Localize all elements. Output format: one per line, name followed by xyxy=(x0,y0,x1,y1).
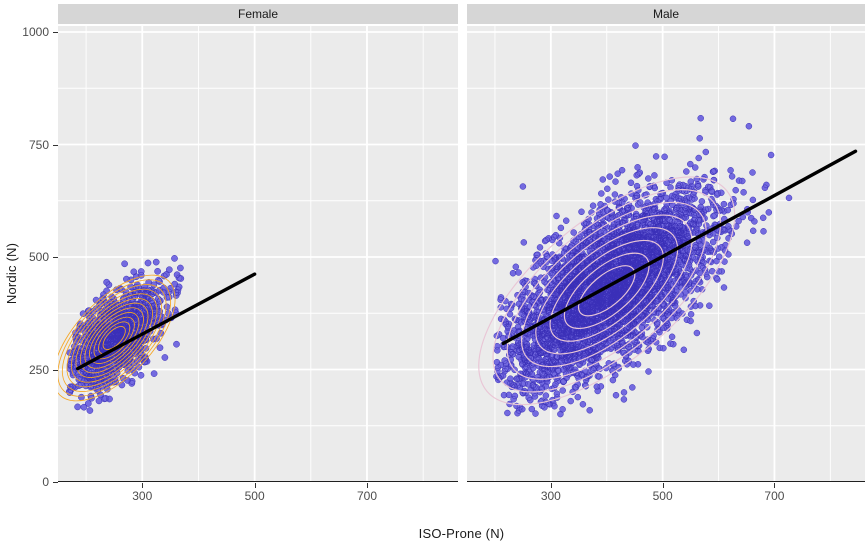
density-contour-ring xyxy=(578,265,636,317)
y-axis-title: Nordic (N) xyxy=(3,242,19,305)
y-tick-mark xyxy=(53,482,58,483)
density-contour-ring xyxy=(492,189,721,393)
density-contour-ring xyxy=(102,326,126,350)
density-contour-ring xyxy=(84,307,144,369)
density-contour-ring xyxy=(58,274,176,402)
x-tick-mark xyxy=(254,483,256,488)
density-contour-ring xyxy=(58,279,172,397)
y-tick-label: 250 xyxy=(28,362,49,377)
density-contours xyxy=(478,176,736,406)
y-tick-label: 500 xyxy=(28,250,49,264)
panel-canvas-female xyxy=(58,26,458,482)
density-contour-ring xyxy=(66,288,162,388)
x-tick-label: 700 xyxy=(356,489,377,503)
x-tick-mark xyxy=(142,483,144,488)
y-tick-mark xyxy=(53,32,58,33)
regression-line xyxy=(75,272,257,371)
x-tick-label: 300 xyxy=(132,489,153,503)
density-contour-ring xyxy=(549,239,664,342)
x-tick-mark xyxy=(366,483,368,488)
facet-strip-male: Male xyxy=(467,4,865,24)
panel-canvas-male xyxy=(467,26,865,482)
x-axis-title: ISO-Prone (N) xyxy=(418,525,505,541)
x-tick-mark xyxy=(550,483,552,488)
density-contour-ring xyxy=(563,252,650,330)
x-tick-label: 500 xyxy=(244,489,265,503)
x-tick-label: 500 xyxy=(652,489,673,503)
facet-strip-label: Female xyxy=(237,7,278,21)
density-contour-ring xyxy=(75,298,153,378)
y-tick-label: 1000 xyxy=(22,25,49,39)
y-tick-mark xyxy=(53,369,58,371)
density-contour-ring xyxy=(61,284,167,392)
x-tick-label: 700 xyxy=(764,489,785,503)
x-tick-mark xyxy=(662,483,664,488)
density-contour-ring xyxy=(70,293,158,383)
y-tick-mark xyxy=(53,257,58,258)
regression-line xyxy=(501,149,858,346)
panel-male xyxy=(467,26,865,482)
density-contour-ring xyxy=(506,201,707,380)
panel-female xyxy=(58,26,458,482)
y-tick-label: 750 xyxy=(28,137,49,152)
y-tick-label: 0 xyxy=(42,475,49,489)
density-contour-ring xyxy=(80,302,149,374)
density-contour-ring xyxy=(478,176,736,406)
facet-strip-label: Male xyxy=(652,7,679,21)
density-contours xyxy=(58,274,176,402)
gridlines xyxy=(58,26,458,482)
x-tick-label: 300 xyxy=(540,489,561,503)
density-contour-ring xyxy=(535,227,679,355)
y-tick-mark xyxy=(53,144,58,146)
facet-strip-female: Female xyxy=(58,4,458,24)
x-tick-mark xyxy=(774,483,776,488)
density-contour-ring xyxy=(520,214,693,368)
